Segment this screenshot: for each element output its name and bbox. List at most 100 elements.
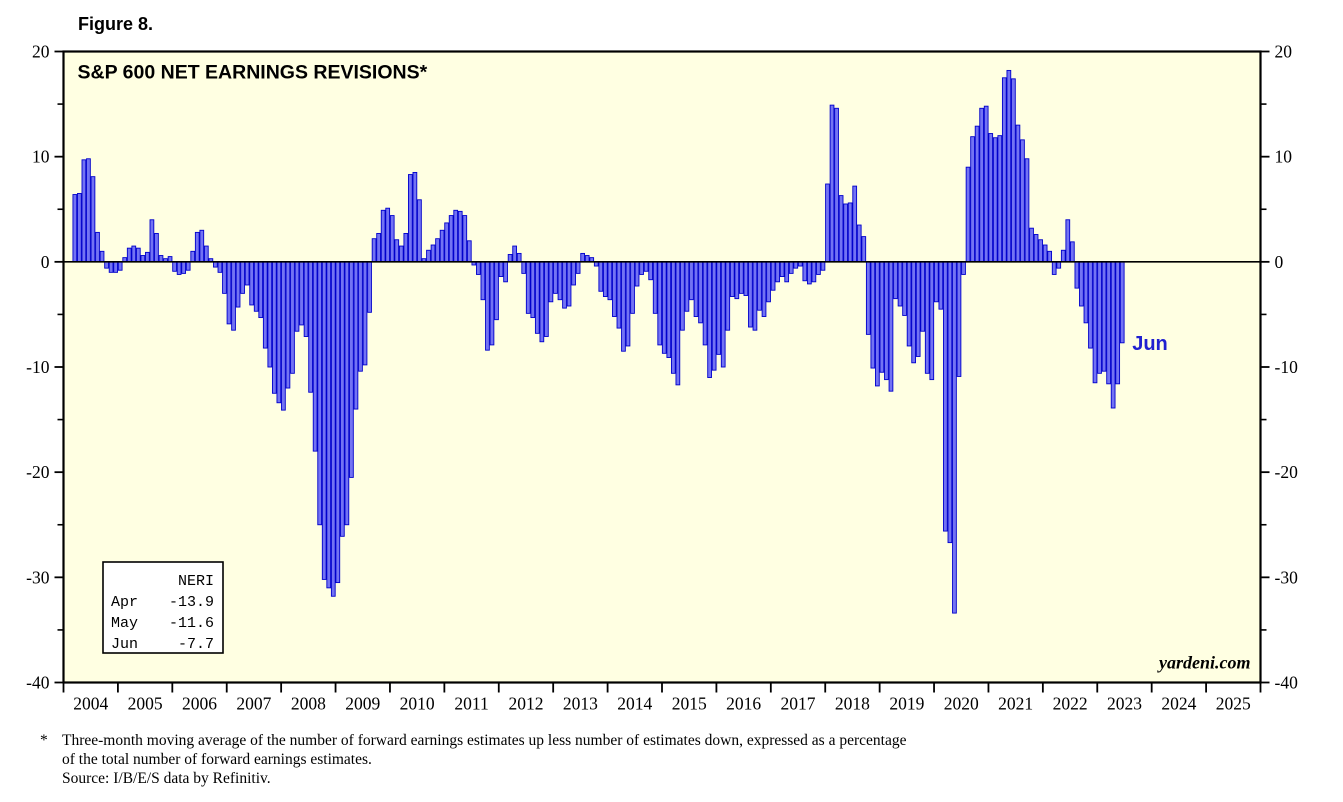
bar: [276, 261, 282, 404]
bar: [516, 252, 522, 263]
bar: [965, 166, 971, 263]
bar: [702, 261, 708, 346]
bar: [262, 261, 268, 349]
bar: [426, 249, 431, 263]
bar: [784, 261, 790, 283]
bar: [539, 261, 545, 343]
bar: [226, 261, 232, 325]
bar: [952, 261, 957, 614]
bar: [503, 261, 508, 283]
bar: [879, 261, 885, 373]
bar: [856, 224, 862, 263]
bar: [290, 261, 295, 374]
bar: [135, 247, 141, 263]
bar: [1047, 250, 1053, 263]
y-tick-label-right: 0: [1275, 252, 1284, 272]
y-tick-label-right: -30: [1275, 567, 1299, 587]
bar: [720, 261, 726, 368]
bar: [884, 261, 889, 381]
last-point-label: Jun: [1132, 333, 1168, 355]
x-tick-label: 2024: [1161, 694, 1196, 714]
bar: [222, 261, 227, 294]
bar: [385, 207, 391, 263]
bar: [1029, 227, 1034, 263]
bar: [117, 261, 123, 271]
bar: [1119, 261, 1125, 344]
bar: [113, 261, 118, 273]
x-tick-label: 2009: [345, 694, 380, 714]
bar: [693, 261, 699, 317]
bar: [271, 261, 277, 394]
bar: [875, 261, 880, 387]
bar: [820, 261, 826, 271]
bar: [580, 252, 585, 263]
bar: [761, 261, 767, 317]
bar: [145, 251, 150, 263]
footnote-source: Source: I/B/E/S data by Refinitiv.: [62, 769, 271, 787]
bar: [72, 194, 78, 263]
bar: [911, 261, 916, 364]
legend-box: NERI Apr -13.9 May -11.6 Jun -7.7: [102, 561, 224, 654]
bar: [906, 261, 912, 347]
bar: [249, 261, 255, 306]
bar: [933, 261, 939, 303]
legend-row-value: -11.6: [169, 615, 214, 632]
y-tick-label-left: -20: [26, 462, 50, 482]
bar: [321, 261, 327, 580]
bar: [1051, 261, 1057, 275]
bar: [494, 261, 499, 321]
bar: [630, 261, 635, 314]
bar: [1015, 124, 1021, 263]
bar: [584, 255, 590, 263]
bar: [643, 261, 649, 272]
y-tick-label-left: 0: [41, 252, 50, 272]
bar: [525, 261, 531, 314]
bar: [757, 261, 762, 311]
bar: [729, 261, 735, 297]
bar: [843, 203, 848, 263]
bar: [748, 261, 753, 328]
bar: [902, 261, 907, 316]
bar: [172, 261, 177, 272]
bar: [140, 255, 146, 263]
bar: [530, 261, 536, 319]
bar: [689, 261, 694, 301]
x-tick-label: 2004: [73, 694, 108, 714]
bar: [775, 261, 780, 283]
bar: [240, 261, 245, 294]
bar: [779, 261, 785, 277]
bar: [997, 135, 1003, 263]
bar: [512, 245, 517, 263]
bar: [203, 245, 209, 263]
bar: [571, 261, 576, 286]
bar: [553, 261, 558, 294]
bar: [1060, 249, 1066, 263]
bar: [992, 137, 998, 263]
bar: [788, 261, 794, 274]
y-tick-label-left: -10: [26, 357, 50, 377]
plot-area: [63, 51, 1261, 683]
x-tick-label: 2018: [835, 694, 870, 714]
bar: [929, 261, 935, 381]
bar: [897, 261, 903, 307]
bar: [417, 199, 422, 263]
bar: [81, 159, 87, 263]
bar: [616, 261, 622, 329]
bar: [95, 231, 100, 263]
bar: [544, 261, 549, 337]
bar: [743, 261, 749, 296]
bar: [612, 261, 617, 317]
figure-number-label: Figure 8.: [78, 14, 154, 34]
bar: [1106, 261, 1111, 385]
bar: [398, 245, 404, 263]
bar: [739, 261, 744, 294]
x-tick-label: 2010: [400, 694, 435, 714]
bar: [1074, 261, 1080, 289]
bar: [389, 215, 395, 263]
bar: [1110, 261, 1116, 409]
bar: [915, 261, 921, 357]
bar: [507, 254, 513, 263]
bar: [680, 261, 685, 331]
bar: [825, 183, 830, 263]
bar: [308, 261, 313, 393]
